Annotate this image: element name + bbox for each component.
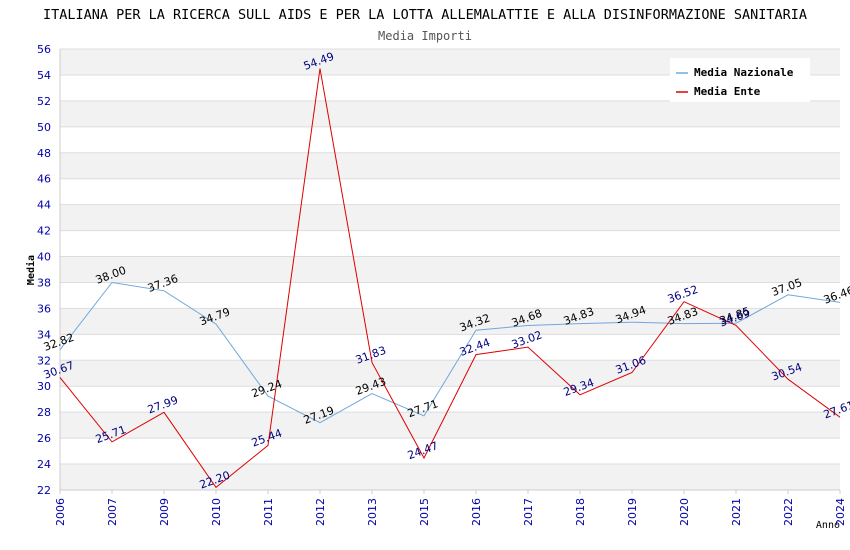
y-tick-label: 40 bbox=[37, 251, 51, 264]
x-tick-label: 2020 bbox=[678, 498, 691, 526]
x-tick-label: 2012 bbox=[314, 498, 327, 526]
data-label: 36.52 bbox=[666, 283, 700, 306]
series-lines bbox=[59, 68, 841, 489]
grid-band bbox=[60, 256, 840, 283]
y-tick-label: 34 bbox=[37, 328, 51, 341]
y-tick-label: 44 bbox=[37, 199, 51, 212]
y-axis-label: Media bbox=[25, 255, 37, 285]
grid-band bbox=[60, 412, 840, 439]
y-tick-label: 48 bbox=[37, 147, 51, 160]
x-tick-label: 2006 bbox=[54, 498, 67, 526]
data-label: 36.46 bbox=[822, 284, 850, 307]
x-tick-label: 2021 bbox=[730, 498, 743, 526]
data-label: 24.47 bbox=[406, 439, 440, 462]
y-tick-label: 28 bbox=[37, 406, 51, 419]
x-axis: 2006 2007 2009 2010 2011 2012 2013 2015 2016 2017… bbox=[54, 489, 847, 526]
legend: Media Nazionale Media Ente bbox=[670, 58, 810, 102]
y-tick-label: 24 bbox=[37, 458, 51, 471]
grid-band bbox=[60, 152, 840, 179]
x-axis-label: Anno bbox=[816, 520, 840, 531]
legend-box bbox=[670, 58, 810, 102]
y-tick-label: 46 bbox=[37, 173, 51, 186]
y-tick-label: 32 bbox=[37, 354, 51, 367]
grid-bands bbox=[60, 49, 840, 490]
legend-entry-media-nazionale: Media Nazionale bbox=[694, 66, 794, 79]
legend-entry-media-ente: Media Ente bbox=[694, 85, 761, 98]
x-tick-label: 2007 bbox=[106, 498, 119, 526]
series-line-media-ente bbox=[59, 68, 841, 489]
y-tick-label: 50 bbox=[37, 121, 51, 134]
x-tick-label: 2016 bbox=[470, 498, 483, 526]
grid-band bbox=[60, 100, 840, 127]
y-tick-label: 22 bbox=[37, 484, 51, 497]
x-tick-label: 2010 bbox=[210, 498, 223, 526]
chart-subtitle: Media Importi bbox=[378, 29, 472, 43]
y-axis: 22 24 26 28 30 32 34 36 38 40 42 44 46 48 50 52 54 56 bbox=[37, 43, 61, 497]
x-tick-label: 2013 bbox=[366, 498, 379, 526]
grid-band bbox=[60, 464, 840, 490]
y-tick-label: 26 bbox=[37, 432, 51, 445]
series-line-media-nazionale bbox=[59, 281, 841, 424]
grid-band bbox=[60, 204, 840, 231]
y-tick-label: 42 bbox=[37, 225, 51, 238]
x-tick-label: 2011 bbox=[262, 498, 275, 526]
x-tick-label: 2022 bbox=[782, 498, 795, 526]
x-tick-label: 2024 bbox=[834, 498, 847, 526]
x-tick-label: 2009 bbox=[158, 498, 171, 526]
y-tick-label: 54 bbox=[37, 69, 51, 82]
x-tick-label: 2017 bbox=[522, 498, 535, 526]
x-tick-label: 2015 bbox=[418, 498, 431, 526]
grid-band bbox=[60, 308, 840, 335]
data-label: 32.44 bbox=[458, 336, 492, 359]
y-tick-label: 56 bbox=[37, 43, 51, 56]
x-tick-label: 2019 bbox=[626, 498, 639, 526]
x-tick-label: 2018 bbox=[574, 498, 587, 526]
chart-title: ITALIANA PER LA RICERCA SULL AIDS E PER … bbox=[43, 7, 807, 23]
y-tick-label: 30 bbox=[37, 380, 51, 393]
y-tick-label: 38 bbox=[37, 276, 51, 289]
y-tick-label: 52 bbox=[37, 95, 51, 108]
y-tick-label: 36 bbox=[37, 302, 51, 315]
